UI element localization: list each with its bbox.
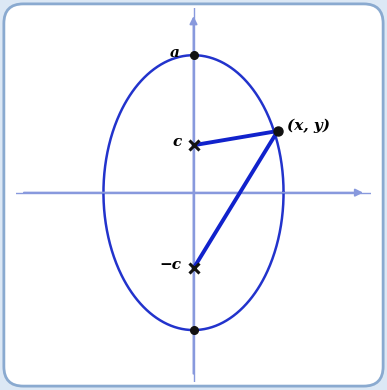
Text: (x, y): (x, y) bbox=[287, 119, 330, 133]
Text: c: c bbox=[172, 135, 182, 149]
Text: −c: −c bbox=[160, 258, 182, 272]
Text: a: a bbox=[170, 46, 179, 60]
